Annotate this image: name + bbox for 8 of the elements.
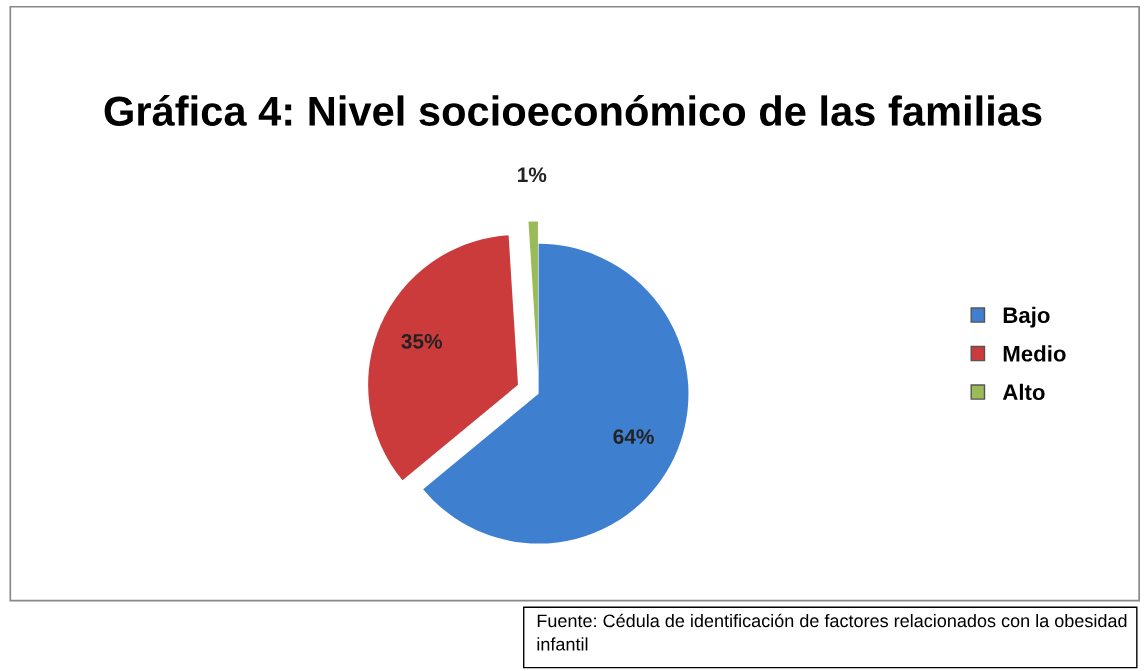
data-label: 64%	[613, 429, 654, 444]
data-label: 1%	[518, 167, 547, 183]
legend-label: Alto	[1002, 383, 1045, 401]
data-label: 35%	[401, 333, 443, 349]
legend-label: Medio	[1003, 345, 1066, 362]
source-note: Fuente: Cédula de identificación de factores relacionados con la obesidad infantil	[537, 613, 1127, 651]
chart-title: Gráfica 4: Nivel socioeconómico de las familias	[104, 94, 1042, 126]
legend-label: Bajo	[1003, 306, 1050, 328]
